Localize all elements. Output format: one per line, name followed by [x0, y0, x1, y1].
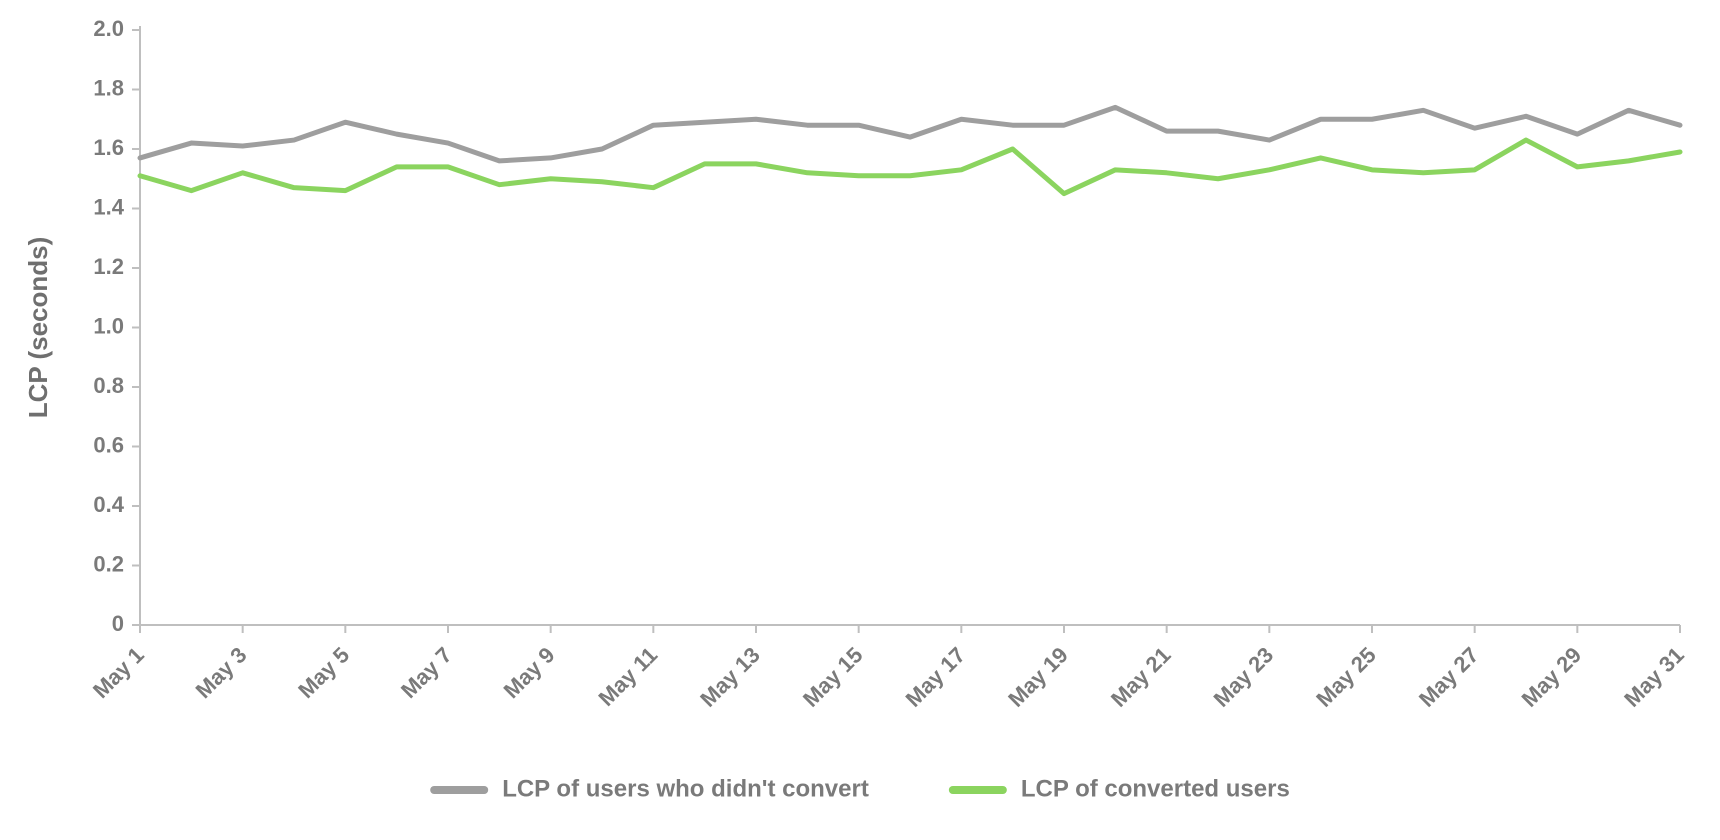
lcp-chart: 0 0.2 0.4 0.6 0.8 1.0 1.2 1.4 1.6 1.8 2.0 LCP (seco…	[0, 0, 1720, 840]
chart-svg: 0 0.2 0.4 0.6 0.8 1.0 1.2 1.4 1.6 1.8 2.0 LCP (seco…	[0, 0, 1720, 840]
y-tick-label: 1.8	[93, 75, 124, 100]
legend-swatch	[949, 786, 1007, 794]
legend-label: LCP of converted users	[1021, 775, 1290, 802]
y-tick-label: 1.6	[93, 135, 124, 160]
y-tick-label: 0.2	[93, 551, 124, 576]
y-axis-title: LCP (seconds)	[23, 237, 53, 419]
y-tick-label: 0.8	[93, 373, 124, 398]
y-tick-label: 2.0	[93, 16, 124, 41]
y-tick-label: 1.2	[93, 254, 124, 279]
y-tick-label: 0	[112, 611, 124, 636]
legend-swatch	[430, 786, 488, 794]
y-tick-label: 0.4	[93, 492, 124, 517]
y-tick-label: 0.6	[93, 432, 124, 457]
y-tick-label: 1.4	[93, 194, 124, 219]
y-tick-label: 1.0	[93, 313, 124, 338]
legend-label: LCP of users who didn't convert	[502, 775, 869, 802]
